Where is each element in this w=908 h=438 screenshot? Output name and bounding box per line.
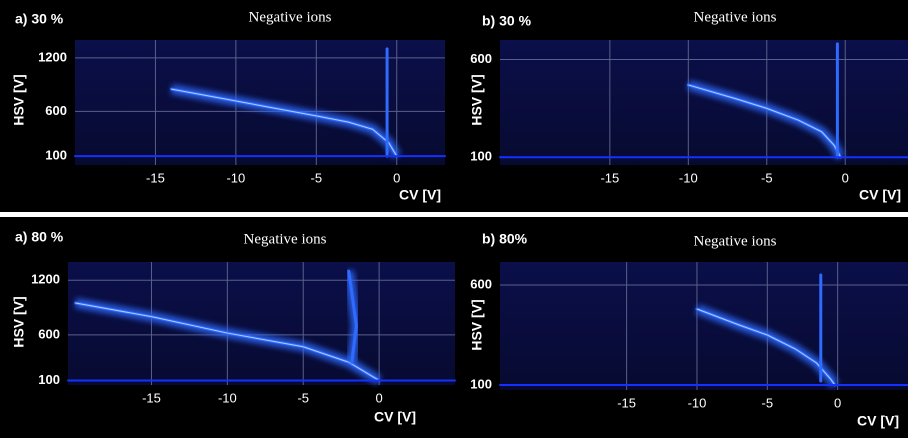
chart-title: Negative ions bbox=[694, 233, 777, 249]
y-tick-label: 1200 bbox=[38, 49, 67, 64]
x-tick-label: 0 bbox=[834, 395, 841, 410]
plot-area bbox=[500, 262, 908, 390]
series-core bbox=[75, 302, 380, 381]
x-tick-label: -10 bbox=[679, 170, 698, 185]
plot-area bbox=[500, 40, 908, 165]
y-tick-label: 600 bbox=[45, 103, 67, 118]
x-tick-label: -15 bbox=[617, 395, 636, 410]
y-tick-label: 600 bbox=[470, 276, 492, 291]
y-axis-label: HSV [V] bbox=[469, 299, 485, 350]
separator bbox=[0, 212, 908, 217]
x-tick-label: 0 bbox=[376, 390, 383, 405]
chart-title: Negative ions bbox=[694, 9, 777, 25]
x-axis-label: CV [V] bbox=[857, 413, 899, 429]
panel-label: b) 80% bbox=[482, 231, 528, 247]
y-tick-label: 600 bbox=[470, 51, 492, 66]
panel-label: b) 30 % bbox=[482, 13, 532, 29]
y-axis-label: HSV [V] bbox=[11, 74, 27, 125]
x-tick-label: 0 bbox=[393, 170, 400, 185]
x-tick-label: -5 bbox=[297, 390, 309, 405]
x-axis-label: CV [V] bbox=[374, 409, 416, 425]
chart-title: Negative ions bbox=[244, 231, 327, 247]
plot-area bbox=[68, 262, 455, 385]
x-tick-label: -15 bbox=[146, 170, 165, 185]
y-axis-label: HSV [V] bbox=[469, 74, 485, 125]
series-core bbox=[696, 308, 836, 386]
y-tick-label: 100 bbox=[470, 149, 492, 164]
y-tick-label: 100 bbox=[38, 372, 60, 387]
panel-label: a) 80 % bbox=[15, 229, 64, 245]
x-tick-label: -5 bbox=[762, 395, 774, 410]
x-tick-label: -10 bbox=[688, 395, 707, 410]
x-tick-label: 0 bbox=[842, 170, 849, 185]
x-tick-label: -10 bbox=[226, 170, 245, 185]
x-tick-label: -5 bbox=[761, 170, 773, 185]
panel-label: a) 30 % bbox=[15, 11, 64, 27]
x-axis-label: CV [V] bbox=[859, 187, 901, 203]
y-tick-label: 1200 bbox=[31, 272, 60, 287]
x-tick-label: -10 bbox=[218, 390, 237, 405]
x-axis-label: CV [V] bbox=[399, 187, 441, 203]
x-tick-label: -15 bbox=[600, 170, 619, 185]
x-tick-label: -5 bbox=[311, 170, 323, 185]
y-tick-label: 100 bbox=[45, 148, 67, 163]
y-axis-label: HSV [V] bbox=[11, 296, 27, 347]
y-tick-label: 600 bbox=[38, 326, 60, 341]
y-tick-label: 100 bbox=[470, 376, 492, 391]
x-tick-label: -15 bbox=[142, 390, 161, 405]
chart-title: Negative ions bbox=[249, 9, 332, 25]
series-line bbox=[347, 269, 358, 364]
